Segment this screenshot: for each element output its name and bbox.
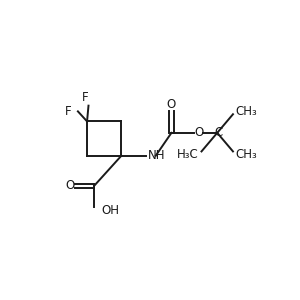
Text: NH: NH (148, 149, 165, 162)
Text: O: O (167, 98, 176, 111)
Text: H₃C: H₃C (177, 148, 199, 161)
Text: O: O (195, 126, 204, 139)
Text: C: C (214, 126, 223, 139)
Text: CH₃: CH₃ (236, 105, 258, 118)
Text: OH: OH (101, 204, 119, 217)
Text: O: O (65, 179, 74, 192)
Text: CH₃: CH₃ (236, 148, 258, 161)
Text: F: F (82, 91, 89, 103)
Text: F: F (65, 105, 72, 118)
